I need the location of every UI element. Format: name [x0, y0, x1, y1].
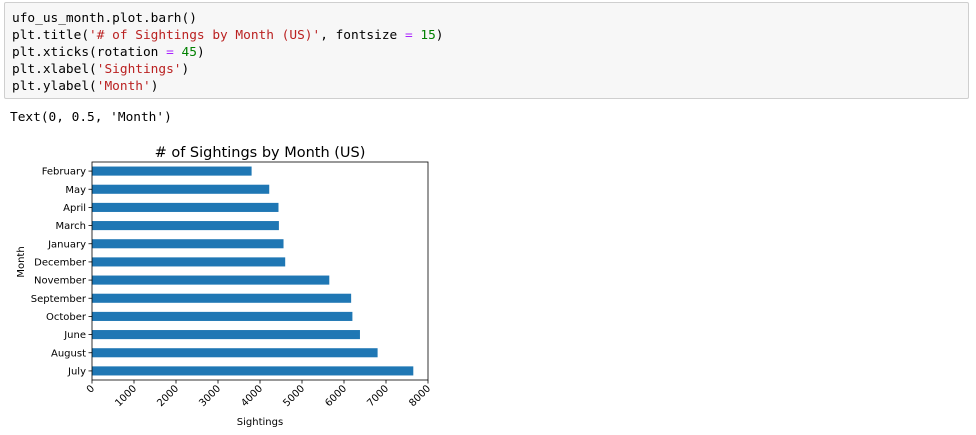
code-token: ufo_us_month.plot.barh(): [12, 11, 197, 26]
chart-title: # of Sightings by Month (US): [155, 145, 366, 161]
code-token: ): [150, 79, 159, 94]
y-tick-label: August: [51, 348, 86, 359]
x-tick-label: 6000: [323, 383, 349, 409]
bar: [92, 293, 352, 303]
code-token: 45: [181, 45, 197, 60]
y-tick-label: May: [65, 185, 86, 196]
bar: [92, 239, 284, 249]
y-ticks-group: July August June October September November De…: [31, 167, 92, 377]
bar: [92, 366, 414, 376]
code-token: plt.xticks(rotation: [12, 45, 167, 60]
x-tick-label: 0: [85, 383, 97, 395]
y-tick-label: October: [46, 312, 87, 323]
code-token: ): [181, 62, 190, 77]
chart-ylabel: Month: [16, 246, 27, 277]
code-cell[interactable]: ufo_us_month.plot.barh() plt.title('# of …: [4, 2, 969, 99]
y-tick-label: March: [56, 221, 86, 232]
code-line: plt.xticks(rotation = 45): [12, 44, 444, 61]
y-tick-label: July: [67, 366, 86, 377]
bar: [92, 311, 353, 321]
y-tick-label: November: [34, 276, 87, 287]
bar: [92, 166, 252, 176]
bar: [92, 221, 279, 231]
chart-xlabel: Sightings: [237, 417, 283, 428]
code-token: plt.ylabel(: [12, 79, 97, 94]
code-token: 'Month': [96, 79, 151, 94]
code-token: plt.xlabel(: [12, 62, 97, 77]
code-token: plt.title(: [12, 28, 90, 43]
code-token: 15: [420, 28, 436, 43]
x-tick-label: 4000: [239, 383, 265, 409]
code-token: ): [435, 28, 444, 43]
code-token: =: [404, 28, 413, 43]
x-tick-label: 2000: [155, 383, 181, 409]
code-line: plt.xlabel('Sightings'): [12, 61, 444, 78]
x-tick-label: 5000: [281, 383, 307, 409]
x-tick-label: 8000: [407, 383, 433, 409]
bar: [92, 348, 378, 358]
bar: [92, 202, 279, 212]
y-tick-label: June: [63, 330, 86, 341]
y-tick-label: February: [42, 167, 86, 178]
plot-frame: [91, 161, 429, 381]
y-tick-label: April: [63, 203, 86, 214]
code-token: 'Sightings': [96, 62, 182, 77]
output-text: Text(0, 0.5, 'Month'): [10, 110, 172, 125]
code-line: plt.title('# of Sightings by Month (US)'…: [12, 27, 444, 44]
code-editor[interactable]: ufo_us_month.plot.barh() plt.title('# of …: [12, 10, 444, 95]
code-token: '# of Sightings by Month (US)': [89, 28, 321, 43]
code-line: ufo_us_month.plot.barh(): [12, 10, 444, 27]
bar: [92, 275, 330, 285]
y-tick-label: January: [47, 239, 86, 250]
y-tick-label: December: [34, 257, 87, 268]
chart-output: # of Sightings by Month (US) Sightings M…: [0, 135, 460, 431]
y-tick-label: September: [31, 294, 87, 305]
code-token: , fontsize: [320, 28, 405, 43]
x-tick-label: 3000: [197, 383, 223, 409]
bar: [92, 330, 360, 340]
x-tick-label: 7000: [365, 383, 391, 409]
code-token: =: [166, 45, 174, 60]
code-token: ): [196, 45, 205, 60]
bars-group: [92, 166, 414, 376]
bar: [92, 184, 270, 194]
code-line: plt.ylabel('Month'): [12, 78, 444, 95]
bar: [92, 257, 286, 267]
code-token: [174, 45, 182, 60]
x-tick-label: 1000: [113, 383, 139, 409]
x-ticks-group: 0 1000 2000 3000 4000 5000 6000 7000 8000: [85, 380, 433, 409]
bar-chart: # of Sightings by Month (US) Sightings M…: [16, 145, 433, 428]
